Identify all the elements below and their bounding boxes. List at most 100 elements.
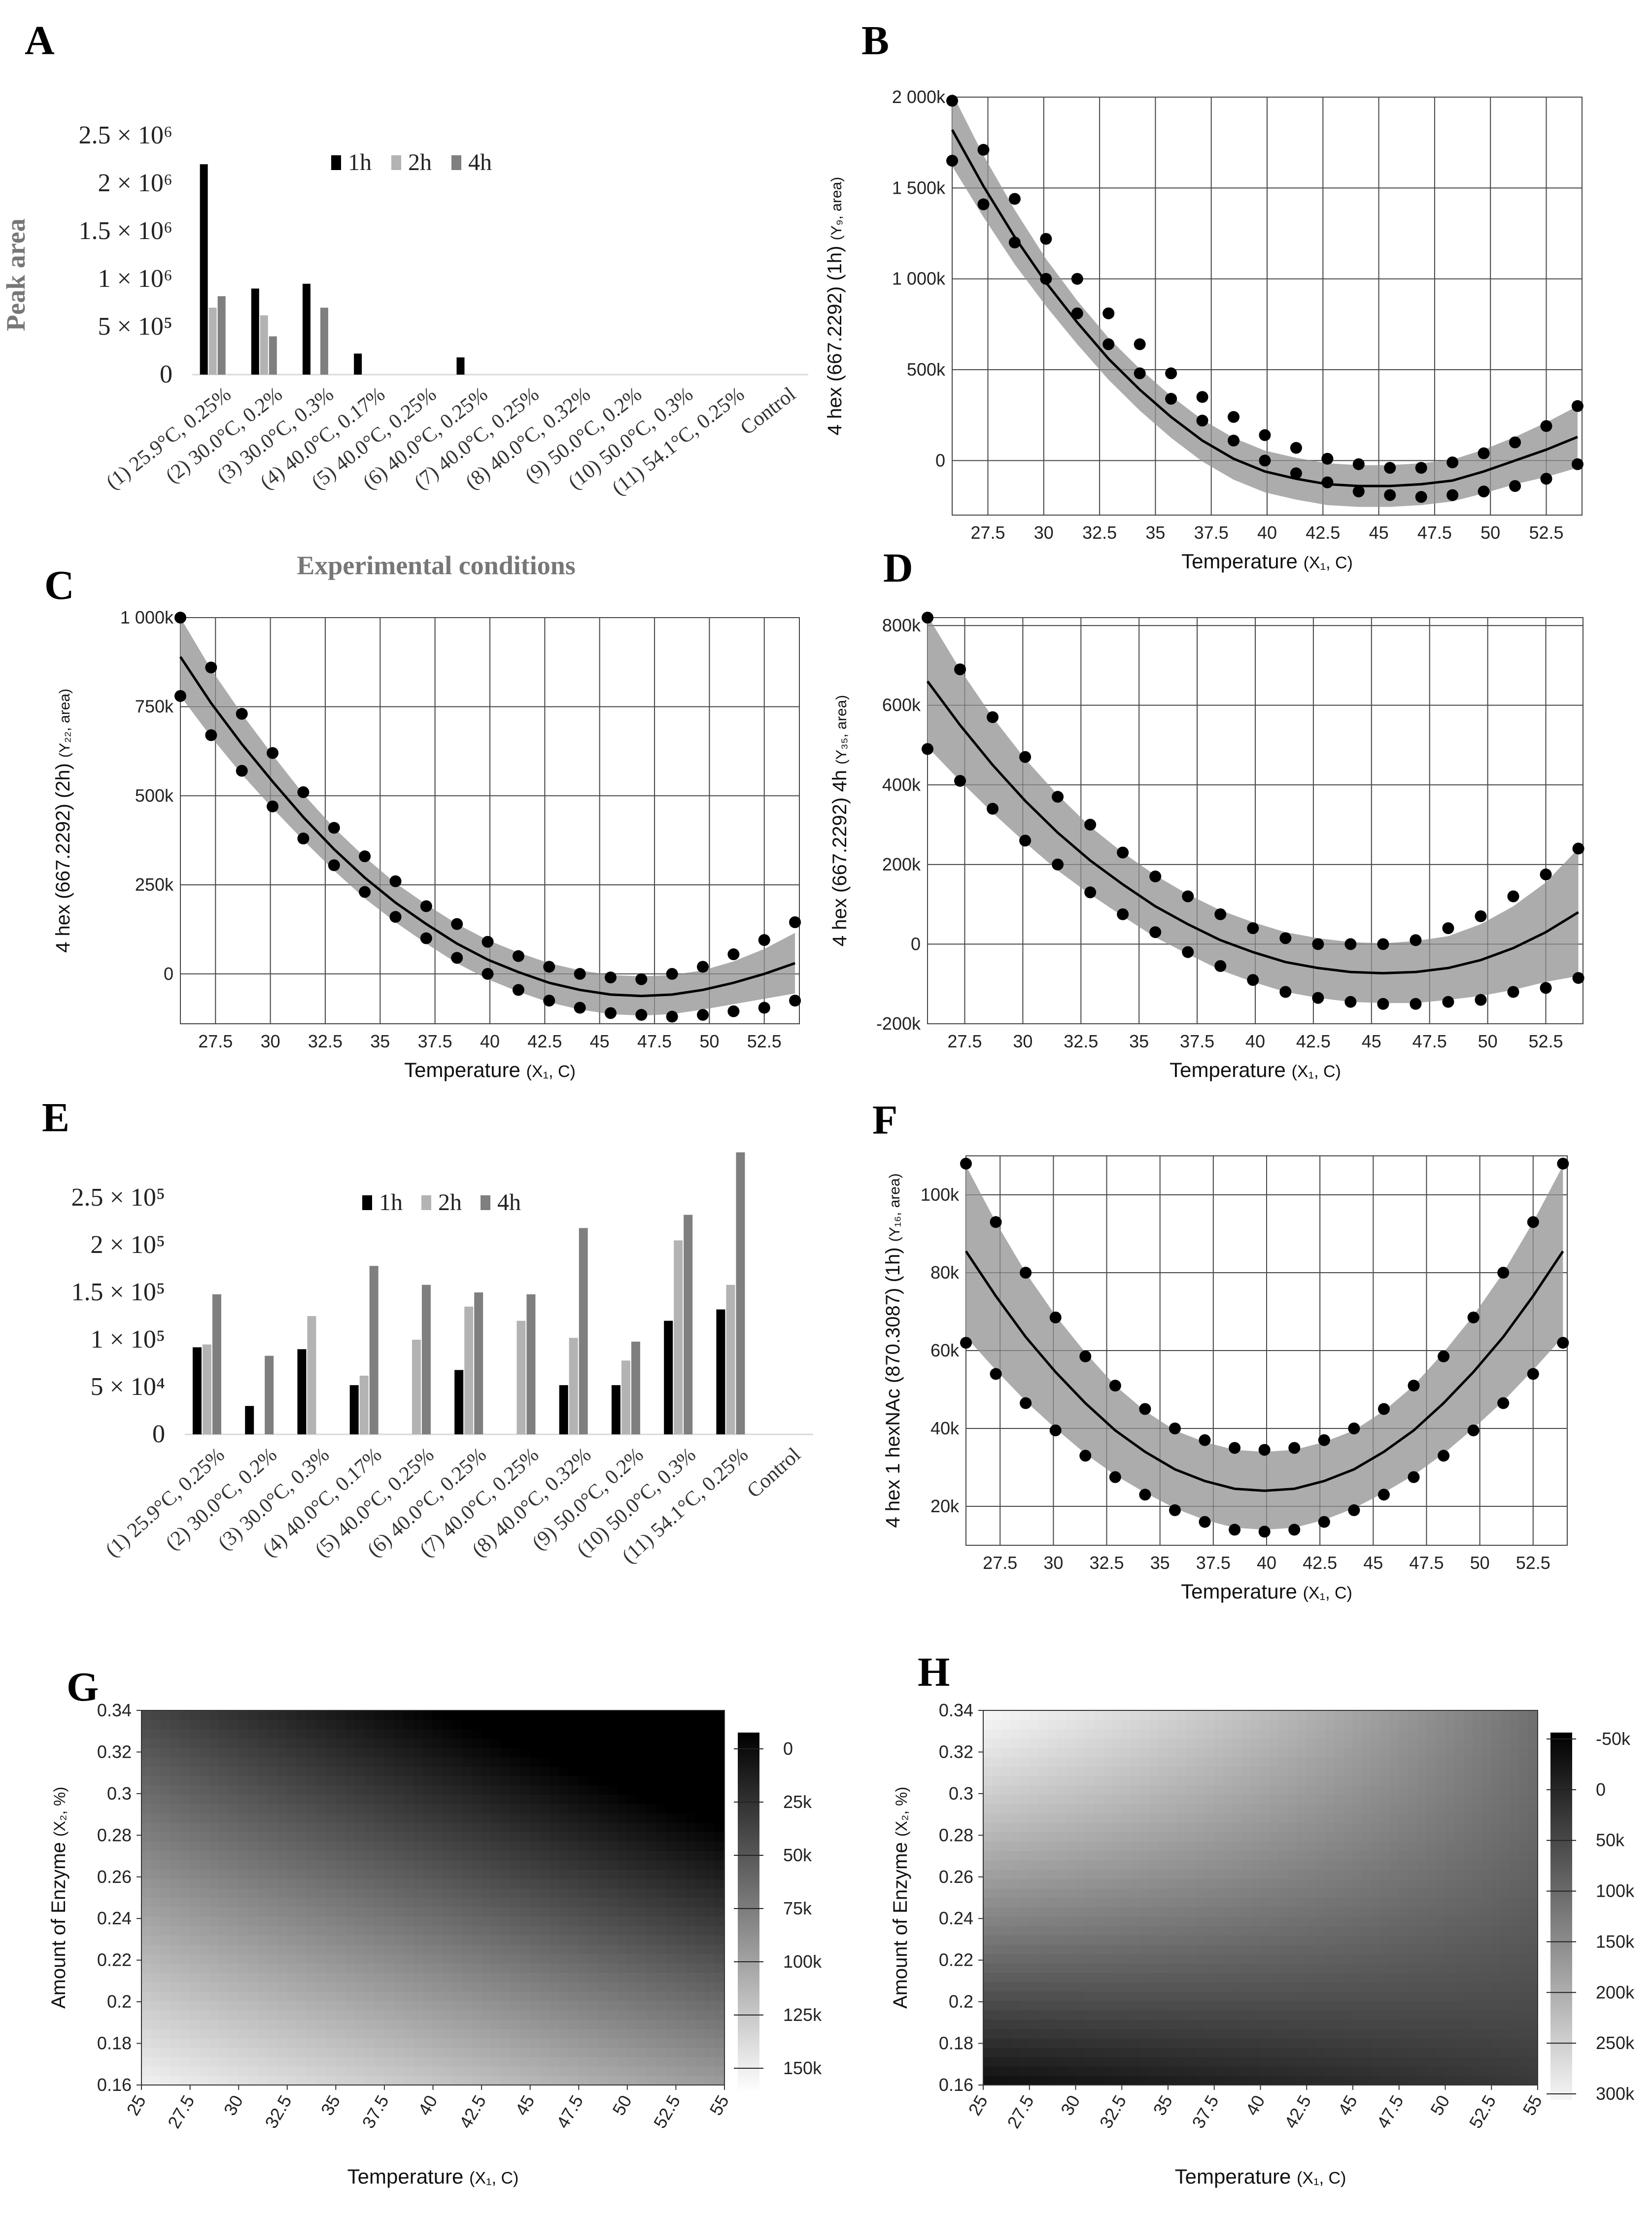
- g-heat-cell: [705, 1991, 715, 2001]
- g-heat-cell: [510, 1710, 521, 1720]
- h-heat-cell: [1140, 1897, 1150, 1908]
- h-heat-cell: [1047, 1850, 1058, 1861]
- h-heat-cell: [1389, 1916, 1400, 1926]
- h-heat-cell: [1352, 1822, 1363, 1833]
- h-heat-cell: [1417, 2010, 1427, 2020]
- g-heat-cell: [656, 1888, 667, 1898]
- g-heat-cell: [646, 1841, 657, 1851]
- g-heat-cell: [151, 1850, 161, 1861]
- c-data-point-8: [267, 800, 279, 813]
- g-heat-cell: [598, 2056, 608, 2067]
- g-heat-cell: [442, 2038, 453, 2048]
- c-data-point-33: [666, 968, 678, 980]
- g-heat-cell: [705, 1981, 715, 1992]
- g-heat-cell: [170, 2019, 181, 2029]
- g-heat-cell: [598, 1757, 608, 1767]
- h-heat-cell: [1445, 1935, 1455, 1945]
- h-heat-cell: [1094, 1822, 1104, 1833]
- e-bar-2h-6: [464, 1306, 474, 1434]
- h-heat-cell: [1158, 1888, 1169, 1898]
- h-heat-cell: [1371, 2056, 1381, 2067]
- g-heat-cell: [296, 1869, 307, 1879]
- g-heat-cell: [326, 1822, 336, 1833]
- g-heat-cell: [423, 1832, 433, 1842]
- g-heat-cell: [627, 1944, 638, 1954]
- g-heat-cell: [433, 1888, 443, 1898]
- h-heat-cell: [1029, 1981, 1039, 1992]
- h-heat-cell: [1020, 1738, 1030, 1748]
- h-heat-cell: [1010, 1981, 1021, 1992]
- g-heat-cell: [462, 1832, 472, 1842]
- g-heat-cell: [316, 1888, 327, 1898]
- g-heat-cell: [510, 1785, 521, 1795]
- h-heat-cell: [1399, 1794, 1409, 1805]
- g-heat-cell: [170, 1794, 181, 1805]
- g-heat-cell: [501, 2047, 511, 2057]
- g-heat-cell: [316, 2047, 327, 2057]
- g-heat-cell: [695, 2038, 706, 2048]
- g-heat-cell: [160, 1841, 171, 1851]
- h-heat-cell: [1066, 2028, 1076, 2039]
- g-heat-cell: [569, 1869, 579, 1879]
- g-heat-cell: [151, 2028, 161, 2039]
- h-heat-cell: [1168, 1785, 1178, 1795]
- e-bar-1h-3: [297, 1349, 307, 1434]
- h-heat-cell: [1057, 1766, 1067, 1776]
- h-heat-cell: [1158, 1935, 1169, 1945]
- g-heat-cell: [598, 2066, 608, 2076]
- g-heat-cell: [705, 1729, 715, 1739]
- g-heat-cell: [151, 1944, 161, 1954]
- g-heat-cell: [209, 2075, 220, 2085]
- c-ytick-label: 500k: [135, 785, 174, 805]
- h-heat-cell: [1047, 2047, 1058, 2057]
- g-heat-cell: [267, 1944, 278, 1954]
- h-heat-cell: [1306, 1757, 1316, 1767]
- g-heat-cell: [627, 1981, 638, 1992]
- h-heat-cell: [1445, 2019, 1455, 2029]
- h-heat-cell: [1436, 1972, 1446, 1982]
- g-heat-cell: [219, 1907, 229, 1917]
- g-heat-cell: [607, 1888, 618, 1898]
- h-heat-cell: [1315, 2010, 1326, 2020]
- g-heat-cell: [646, 1747, 657, 1758]
- g-heat-cell: [287, 1972, 297, 1982]
- h-heat-cell: [1362, 1813, 1372, 1823]
- h-heat-cell: [983, 1860, 993, 1870]
- g-heat-cell: [481, 1860, 492, 1870]
- g-heat-cell: [423, 1710, 433, 1720]
- h-heat-cell: [1389, 2000, 1400, 2011]
- h-heat-cell: [1334, 1907, 1344, 1917]
- g-heat-cell: [520, 1850, 531, 1861]
- h-heat-cell: [1186, 1822, 1196, 1833]
- g-heat-cell: [180, 1719, 191, 1730]
- g-heat-cell: [296, 2066, 307, 2076]
- h-heat-cell: [1066, 1719, 1076, 1730]
- g-heat-cell: [141, 2038, 152, 2048]
- g-heat-cell: [559, 1981, 570, 1992]
- g-heat-cell: [481, 2066, 492, 2076]
- h-heat-cell: [1205, 2038, 1215, 2048]
- g-heat-cell: [277, 1935, 288, 1945]
- h-heat-cell: [1084, 1935, 1095, 1945]
- g-heat-cell: [258, 2075, 268, 2085]
- g-heat-cell: [510, 1832, 521, 1842]
- h-heat-cell: [983, 1841, 993, 1851]
- g-heat-cell: [714, 1963, 725, 1973]
- h-heat-cell: [1075, 1794, 1085, 1805]
- h-heat-cell: [1426, 1785, 1437, 1795]
- g-heat-cell: [501, 1953, 511, 1964]
- g-heat-cell: [646, 1925, 657, 1936]
- g-heat-cell: [287, 2028, 297, 2039]
- h-heat-cell: [1112, 1719, 1122, 1730]
- f-data-point-25: [1318, 1434, 1330, 1446]
- h-heat-cell: [1020, 1953, 1030, 1964]
- g-heat-cell: [287, 1738, 297, 1748]
- h-heat-cell: [1241, 1907, 1252, 1917]
- h-heat-cell: [1362, 1804, 1372, 1814]
- g-heat-cell: [559, 1925, 570, 1936]
- b-data-point-1: [946, 95, 958, 107]
- h-heat-cell: [992, 1729, 1002, 1739]
- g-heat-cell: [520, 2038, 531, 2048]
- g-heat-cell: [219, 2010, 229, 2020]
- h-heat-cell: [1149, 2075, 1159, 2085]
